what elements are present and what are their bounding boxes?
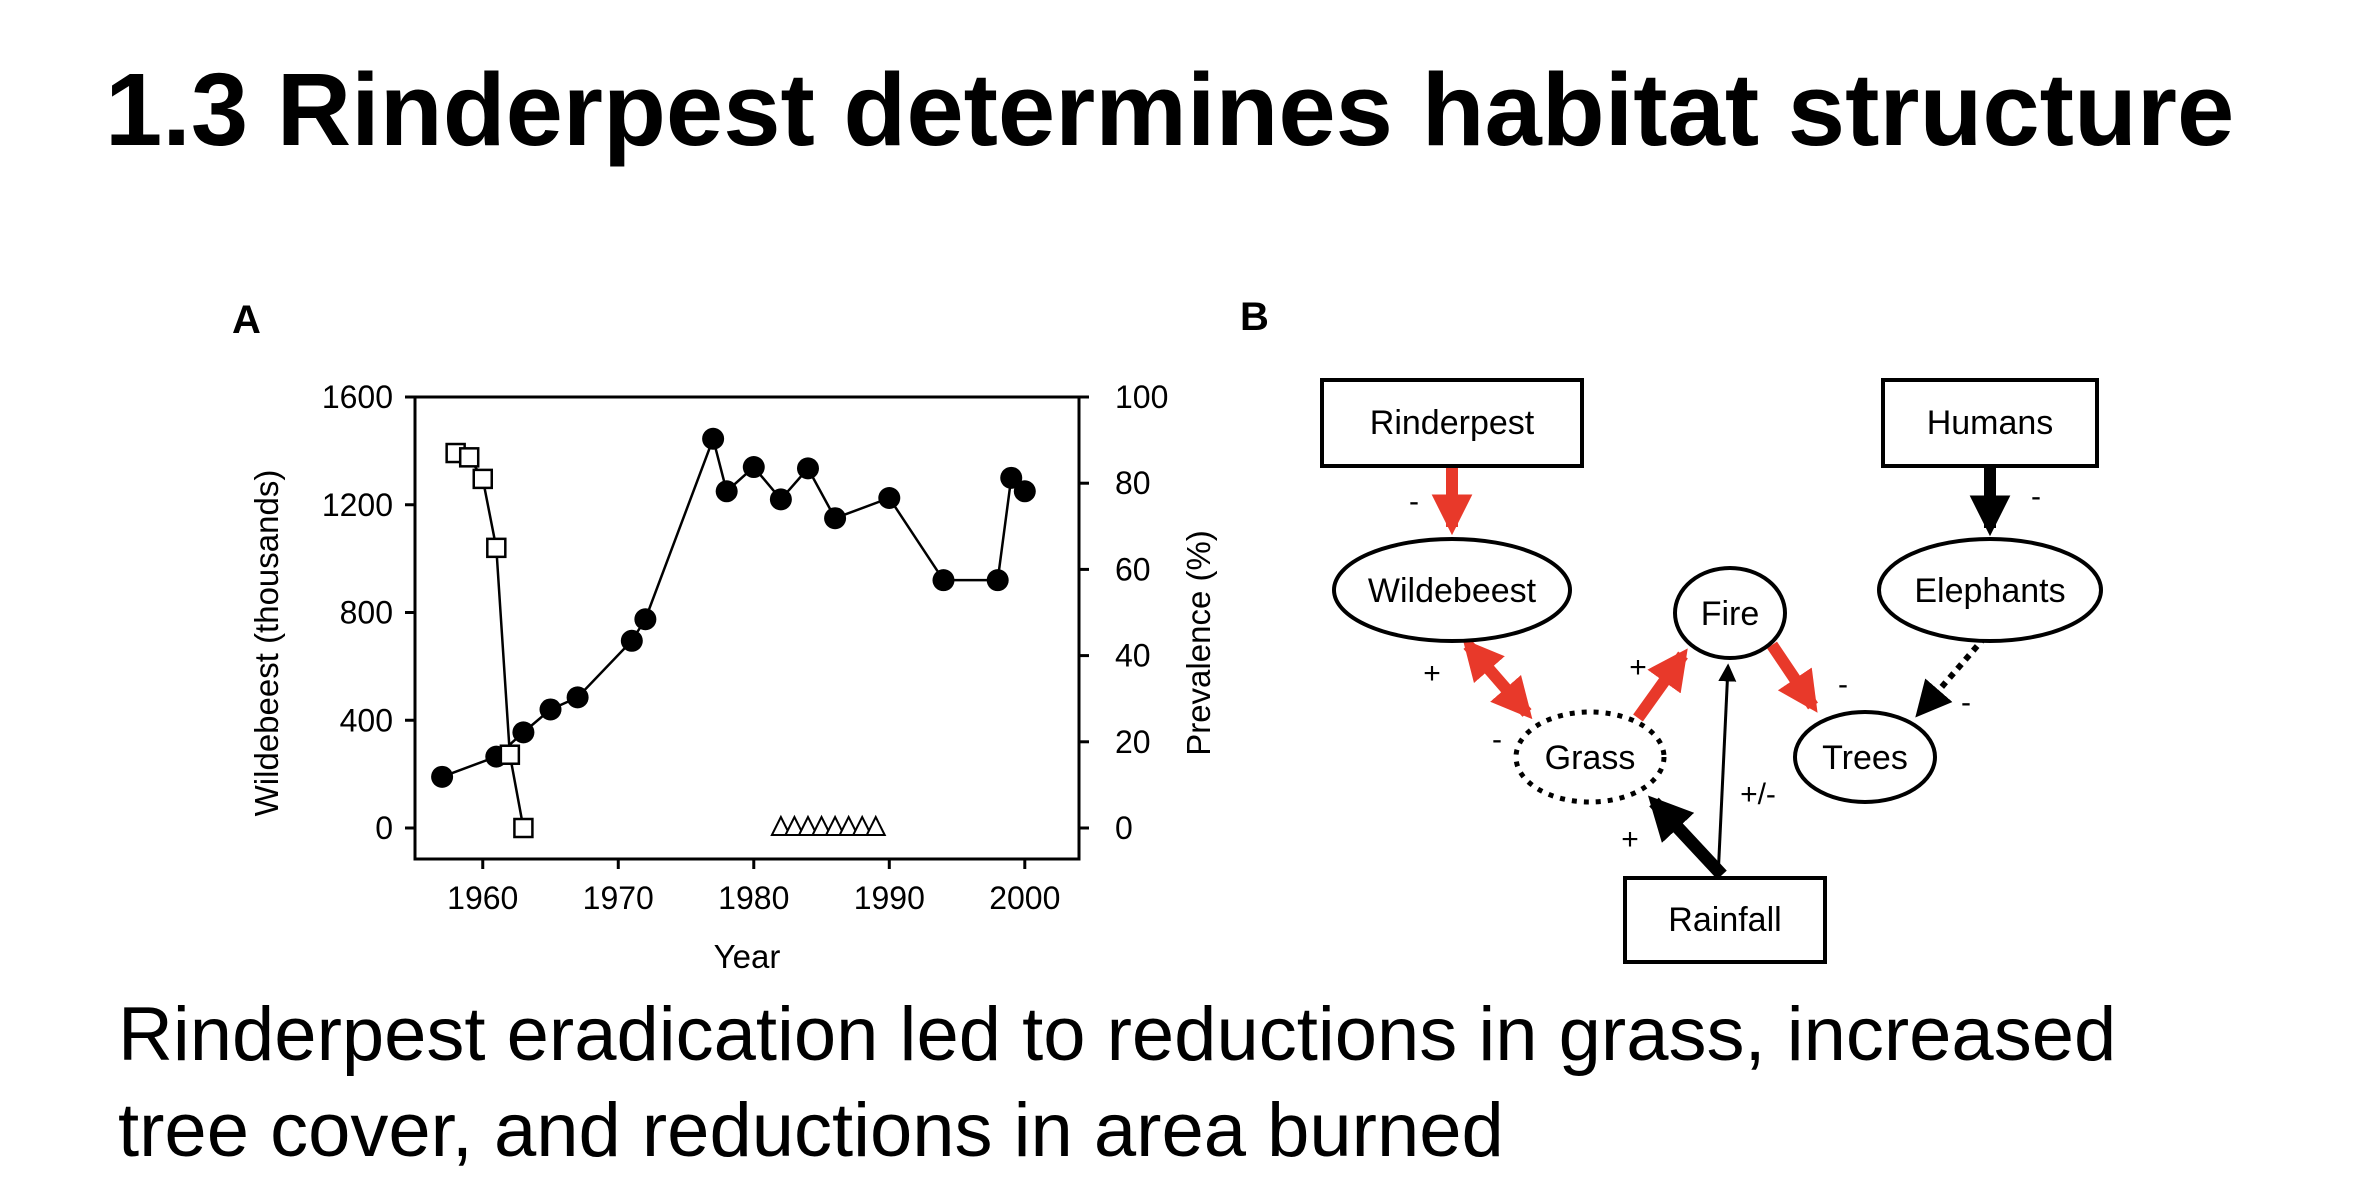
- y-axis-right: 0 20 40 60 80 100: [1079, 379, 1168, 846]
- data-point-circle: [512, 721, 535, 744]
- panel-b-letter: B: [1240, 295, 1269, 339]
- y2-tick-label: 40: [1115, 638, 1151, 674]
- y-tick-label: 1200: [322, 487, 393, 523]
- x-tick-label: 2000: [989, 880, 1060, 916]
- caption-line-2: tree cover, and reductions in area burne…: [118, 1088, 1504, 1173]
- data-point-circle: [824, 507, 847, 530]
- sign-wildebeest-side: +: [1423, 657, 1441, 690]
- node-humans: [1881, 378, 2099, 468]
- data-point-circle: [539, 698, 562, 721]
- node-fire: [1673, 566, 1787, 660]
- data-point-square: [513, 817, 534, 839]
- data-point-circle: [742, 456, 765, 479]
- y2-tick-label: 60: [1115, 551, 1151, 587]
- node-grass-label: Grass: [1545, 739, 1636, 777]
- y2-tick-label: 100: [1115, 379, 1168, 415]
- data-point-triangle: [797, 814, 819, 836]
- sign-rainfall-grass: +: [1621, 823, 1639, 856]
- panel-b-diagram: B Rinderpest Humans Wildebeest Fire Elep…: [1240, 295, 2103, 964]
- node-trees: [1793, 710, 1937, 804]
- data-point-circle: [715, 480, 738, 503]
- y2-tick-label: 0: [1115, 810, 1133, 846]
- y-axis-left: 0 400 800 1200 1600: [322, 379, 415, 846]
- node-wildebeest: [1332, 537, 1572, 643]
- node-humans-label: Humans: [1927, 404, 2054, 442]
- slide-title: 1.3 Rinderpest determines habitat struct…: [105, 52, 2235, 167]
- data-point-triangle: [770, 814, 792, 836]
- data-point-triangle: [824, 814, 846, 836]
- node-rainfall: [1623, 876, 1827, 964]
- arrow-rainfall-grass: [1647, 795, 1727, 880]
- y-axis-label: Wildebeest (thousands): [248, 470, 285, 817]
- y2-axis-label: Prevalence (%): [1180, 530, 1217, 756]
- x-axis: 1960 1970 1980 1990 2000: [447, 859, 1060, 916]
- data-point-circle: [796, 457, 819, 480]
- plot-frame: [413, 395, 1081, 861]
- data-point-circle: [566, 686, 589, 709]
- sign-fire-trees: -: [1838, 668, 1848, 701]
- y-tick-label: 400: [340, 702, 393, 738]
- data-point-square: [458, 447, 480, 468]
- x-axis-label: Year: [714, 938, 781, 975]
- node-rinderpest-label: Rinderpest: [1370, 404, 1535, 442]
- arrow-wildebeest-grass: [1462, 638, 1533, 720]
- data-point-circle: [932, 569, 955, 592]
- x-tick-label: 1990: [854, 880, 925, 916]
- data-point-circle: [1000, 466, 1023, 489]
- series-1-line: [455, 451, 525, 829]
- data-point-triangle: [851, 814, 873, 836]
- y-tick-label: 800: [340, 595, 393, 631]
- sign-grass-side: -: [1492, 723, 1502, 756]
- data-point-circle: [620, 629, 643, 652]
- data-point-triangle: [865, 814, 887, 836]
- panel-a-letter: A: [232, 298, 261, 342]
- sign-rinderpest-wildebeest: -: [1409, 485, 1419, 518]
- y2-tick-label: 20: [1115, 724, 1151, 760]
- node-fire-label: Fire: [1701, 595, 1760, 633]
- arrow-fire-trees: [1767, 641, 1818, 713]
- data-point-circle: [878, 487, 901, 510]
- node-rinderpest: [1320, 378, 1584, 468]
- x-tick-label: 1980: [718, 880, 789, 916]
- sign-elephants-trees: -: [1961, 686, 1971, 719]
- y-tick-label: 0: [375, 810, 393, 846]
- series-layer: [431, 427, 1036, 839]
- sign-humans-elephants: -: [2031, 480, 2041, 513]
- x-tick-label: 1970: [583, 880, 654, 916]
- caption-line-1: Rinderpest eradication led to reductions…: [118, 992, 2117, 1077]
- node-elephants: [1877, 537, 2103, 643]
- data-point-square: [472, 468, 494, 490]
- data-point-triangle: [783, 814, 806, 836]
- arrow-elephants-trees: [1915, 635, 1988, 718]
- data-point-circle: [634, 608, 657, 631]
- node-rainfall-label: Rainfall: [1668, 901, 1781, 939]
- sign-grass-fire: +: [1629, 651, 1647, 684]
- y-tick-label: 1600: [322, 379, 393, 415]
- data-point-circle: [769, 488, 792, 511]
- node-wildebeest-label: Wildebeest: [1368, 572, 1537, 610]
- y2-tick-label: 80: [1115, 465, 1151, 501]
- node-trees-label: Trees: [1822, 739, 1908, 777]
- arrow-grass-fire: [1633, 648, 1688, 722]
- data-point-circle: [986, 569, 1009, 592]
- data-point-triangle: [810, 814, 833, 836]
- data-point-circle: [431, 765, 454, 788]
- node-elephants-label: Elephants: [1914, 572, 2065, 610]
- data-point-circle: [1013, 480, 1036, 503]
- data-point-circle: [702, 427, 725, 450]
- data-point-square: [486, 537, 507, 559]
- sign-rainfall-fire: +/-: [1740, 778, 1776, 811]
- data-point-square: [499, 744, 521, 765]
- data-point-triangle: [838, 814, 860, 836]
- x-tick-label: 1960: [447, 880, 518, 916]
- arrow-rainfall-fire: [1716, 663, 1737, 879]
- node-grass: [1513, 709, 1667, 805]
